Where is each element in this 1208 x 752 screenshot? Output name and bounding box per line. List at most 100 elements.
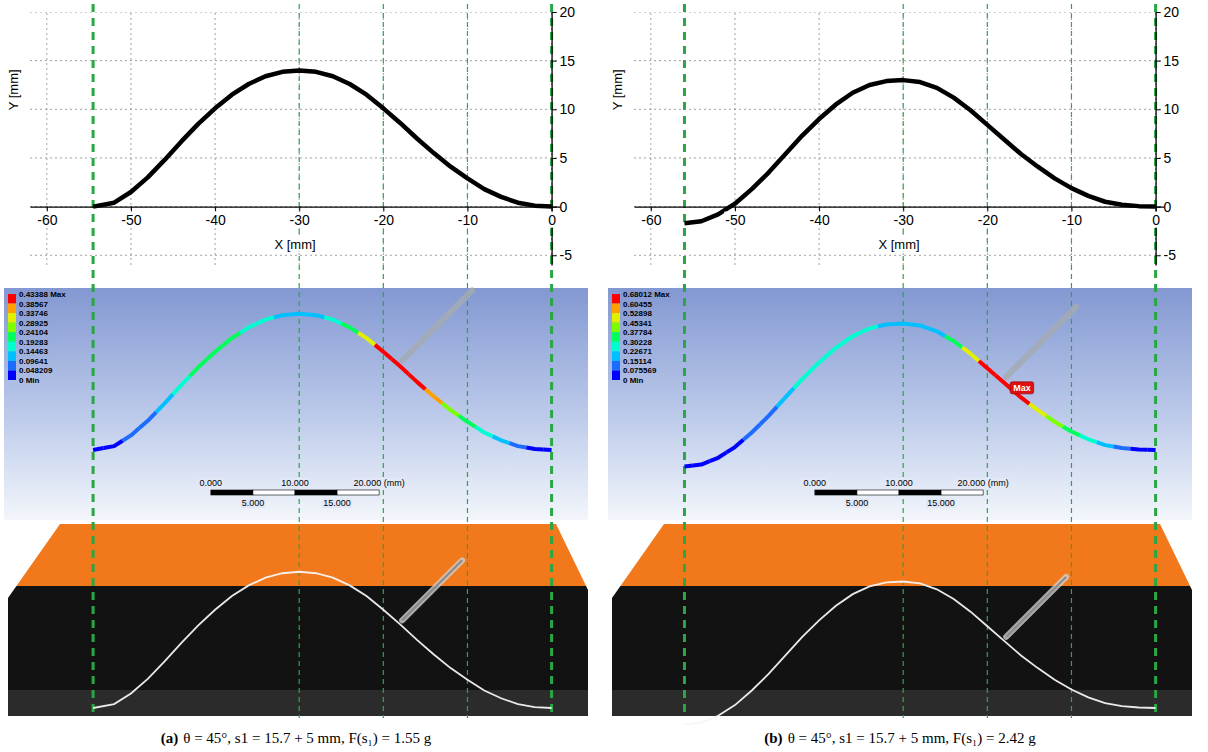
fea-segment <box>442 403 459 416</box>
x-tick: -10 <box>1061 207 1083 228</box>
colorbar-label: 0.60455 <box>623 300 652 309</box>
label-patch <box>547 212 557 228</box>
colorbar-label: 0.09641 <box>19 357 48 366</box>
fea-segment <box>1114 447 1131 449</box>
caption-text: θ = 45°, s1 = 15.7 + 5 mm, F(s₁) = 2.42 … <box>788 730 1037 747</box>
fea-segment <box>827 342 844 355</box>
x-tick: -30 <box>893 207 915 228</box>
x-tick-label: -10 <box>1062 212 1082 228</box>
fea-segment <box>1147 448 1155 452</box>
fea-segment <box>190 360 207 377</box>
x-tick: -20 <box>977 207 999 228</box>
x-tick: 0 <box>547 207 557 228</box>
fea-segment <box>240 324 257 333</box>
colorbar-label: 0.048209 <box>19 366 53 375</box>
label-patch <box>120 212 142 228</box>
label-patch <box>893 212 915 228</box>
label-patch <box>884 478 914 488</box>
colorbar-label: 0.33746 <box>19 309 48 318</box>
label-patch <box>353 478 406 488</box>
fea-segment <box>743 424 760 440</box>
fea-background <box>608 288 1192 520</box>
label-patch <box>289 212 311 228</box>
colorbar-band <box>8 351 16 361</box>
fea-segment <box>710 452 727 461</box>
label-patch <box>957 478 1010 488</box>
scale-bar-label: 15.000 <box>323 498 351 508</box>
y-axis-title: Y [mm] <box>6 69 21 110</box>
label-patch <box>204 212 226 228</box>
label-patch <box>1163 150 1173 166</box>
label-patch <box>1163 4 1181 20</box>
label-patch <box>1163 101 1181 117</box>
max-label: Max <box>1013 383 1031 393</box>
y-tick-mark <box>552 255 557 256</box>
photo-backdrop <box>0 524 600 586</box>
x-tick-label: -30 <box>290 212 310 228</box>
x-axis: -60-50-40-30-20-100 <box>635 207 1165 228</box>
x-tick: -20 <box>373 207 395 228</box>
fea-segment <box>777 388 794 406</box>
colorbar-label: 0.22671 <box>623 347 652 356</box>
max-marker: Max <box>1004 382 1034 394</box>
label-patch <box>876 237 921 252</box>
colorbar-band <box>8 332 16 342</box>
label-patch <box>1061 212 1083 228</box>
caption: (b)θ = 45°, s1 = 15.7 + 5 mm, F(s₁) = 2.… <box>764 730 1036 747</box>
colorbar-band <box>612 332 620 342</box>
fea-segment <box>912 324 929 328</box>
x-axis-title: X [mm] <box>274 237 315 252</box>
fea-curve <box>93 314 551 450</box>
y-tick: 20 <box>552 4 577 20</box>
y-tick: 15 <box>1156 53 1181 69</box>
fea-segment <box>760 407 777 425</box>
y-tick-label: 5 <box>1164 150 1172 166</box>
fea-segment <box>1063 427 1080 436</box>
label-patch <box>808 212 830 228</box>
colorbar-label: 0.14463 <box>19 347 48 356</box>
colorbar-band <box>8 294 16 304</box>
plot-area <box>684 80 1155 223</box>
colorbar-band <box>612 370 620 380</box>
photo-probe <box>1006 577 1066 637</box>
colorbar-label: 0.15114 <box>623 357 652 366</box>
figure-svg: -505101520-60-50-40-30-20-100X [mm]Y [mm… <box>0 0 1208 752</box>
fea-segment <box>207 345 224 360</box>
scale-bar-segment <box>857 490 899 495</box>
y-tick-label: -5 <box>1164 247 1177 263</box>
guide-line <box>683 4 686 718</box>
fea-segment <box>104 441 123 448</box>
fea-segment <box>878 324 895 326</box>
fea-segment <box>324 317 341 323</box>
y-tick-label: 5 <box>560 150 568 166</box>
label-patch <box>559 247 574 263</box>
y-tick-mark <box>552 12 557 13</box>
guide-line <box>987 4 988 718</box>
curve <box>93 70 551 206</box>
fea-segment <box>693 461 710 465</box>
x-tick-label: -50 <box>121 212 141 228</box>
fea-segment <box>173 376 190 394</box>
y-tick-mark <box>552 61 557 62</box>
x-tick-label: -60 <box>37 212 57 228</box>
y-tick-label: -5 <box>560 247 573 263</box>
y-axis-title-group: Y [mm] <box>610 67 625 112</box>
y-tick-label: 0 <box>1164 199 1172 215</box>
colorbar-label: 0.30228 <box>623 338 652 347</box>
y-tick: -5 <box>1156 247 1178 263</box>
scale-bar: 0.0005.00010.00015.00020.000 (mm) <box>199 478 406 508</box>
colorbar-band <box>612 304 620 314</box>
label-patch <box>241 498 266 508</box>
y-tick-label: 10 <box>1164 101 1180 117</box>
y-tick-mark <box>552 158 557 159</box>
colorbar-label: 0.28925 <box>19 319 48 328</box>
label-patch <box>373 212 395 228</box>
colorbar-label: 0.68012 Max <box>623 290 670 299</box>
y-grid-line <box>30 12 560 13</box>
y-tick: 10 <box>1156 101 1181 117</box>
y-tick-mark <box>1156 255 1161 256</box>
colorbar-band <box>612 294 620 304</box>
x-tick: -40 <box>808 207 830 228</box>
colorbar-label: 0 Min <box>19 376 40 385</box>
grid <box>30 12 560 265</box>
